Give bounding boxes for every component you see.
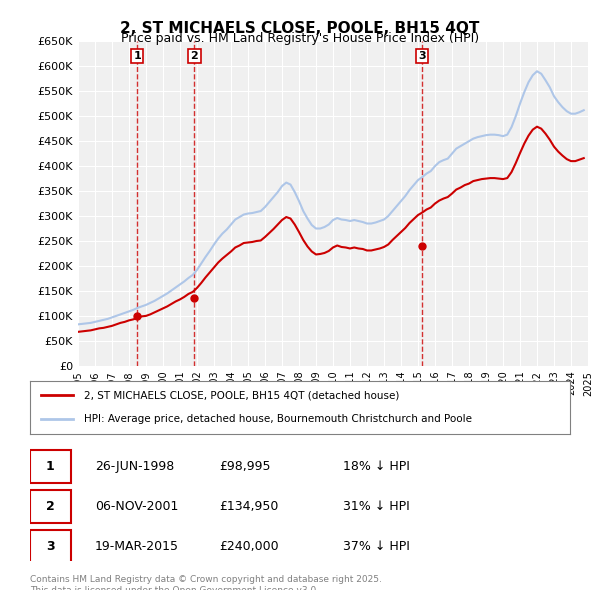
- Text: HPI: Average price, detached house, Bournemouth Christchurch and Poole: HPI: Average price, detached house, Bour…: [84, 414, 472, 424]
- Text: 1: 1: [133, 51, 141, 61]
- FancyBboxPatch shape: [30, 490, 71, 523]
- FancyBboxPatch shape: [30, 530, 71, 563]
- Text: 3: 3: [46, 540, 55, 553]
- Text: Contains HM Land Registry data © Crown copyright and database right 2025.
This d: Contains HM Land Registry data © Crown c…: [30, 575, 382, 590]
- Text: Price paid vs. HM Land Registry's House Price Index (HPI): Price paid vs. HM Land Registry's House …: [121, 32, 479, 45]
- Text: 2: 2: [46, 500, 55, 513]
- Text: 2: 2: [191, 51, 199, 61]
- Text: 26-JUN-1998: 26-JUN-1998: [95, 460, 174, 473]
- Text: 3: 3: [418, 51, 425, 61]
- Text: 31% ↓ HPI: 31% ↓ HPI: [343, 500, 410, 513]
- Text: 37% ↓ HPI: 37% ↓ HPI: [343, 540, 410, 553]
- Text: £98,995: £98,995: [219, 460, 271, 473]
- Text: 19-MAR-2015: 19-MAR-2015: [95, 540, 179, 553]
- Text: 1: 1: [46, 460, 55, 473]
- Text: 2, ST MICHAELS CLOSE, POOLE, BH15 4QT: 2, ST MICHAELS CLOSE, POOLE, BH15 4QT: [121, 21, 479, 35]
- Text: £134,950: £134,950: [219, 500, 278, 513]
- Text: 18% ↓ HPI: 18% ↓ HPI: [343, 460, 410, 473]
- Text: £240,000: £240,000: [219, 540, 278, 553]
- FancyBboxPatch shape: [30, 450, 71, 483]
- Text: 06-NOV-2001: 06-NOV-2001: [95, 500, 178, 513]
- Text: 2, ST MICHAELS CLOSE, POOLE, BH15 4QT (detached house): 2, ST MICHAELS CLOSE, POOLE, BH15 4QT (d…: [84, 391, 400, 401]
